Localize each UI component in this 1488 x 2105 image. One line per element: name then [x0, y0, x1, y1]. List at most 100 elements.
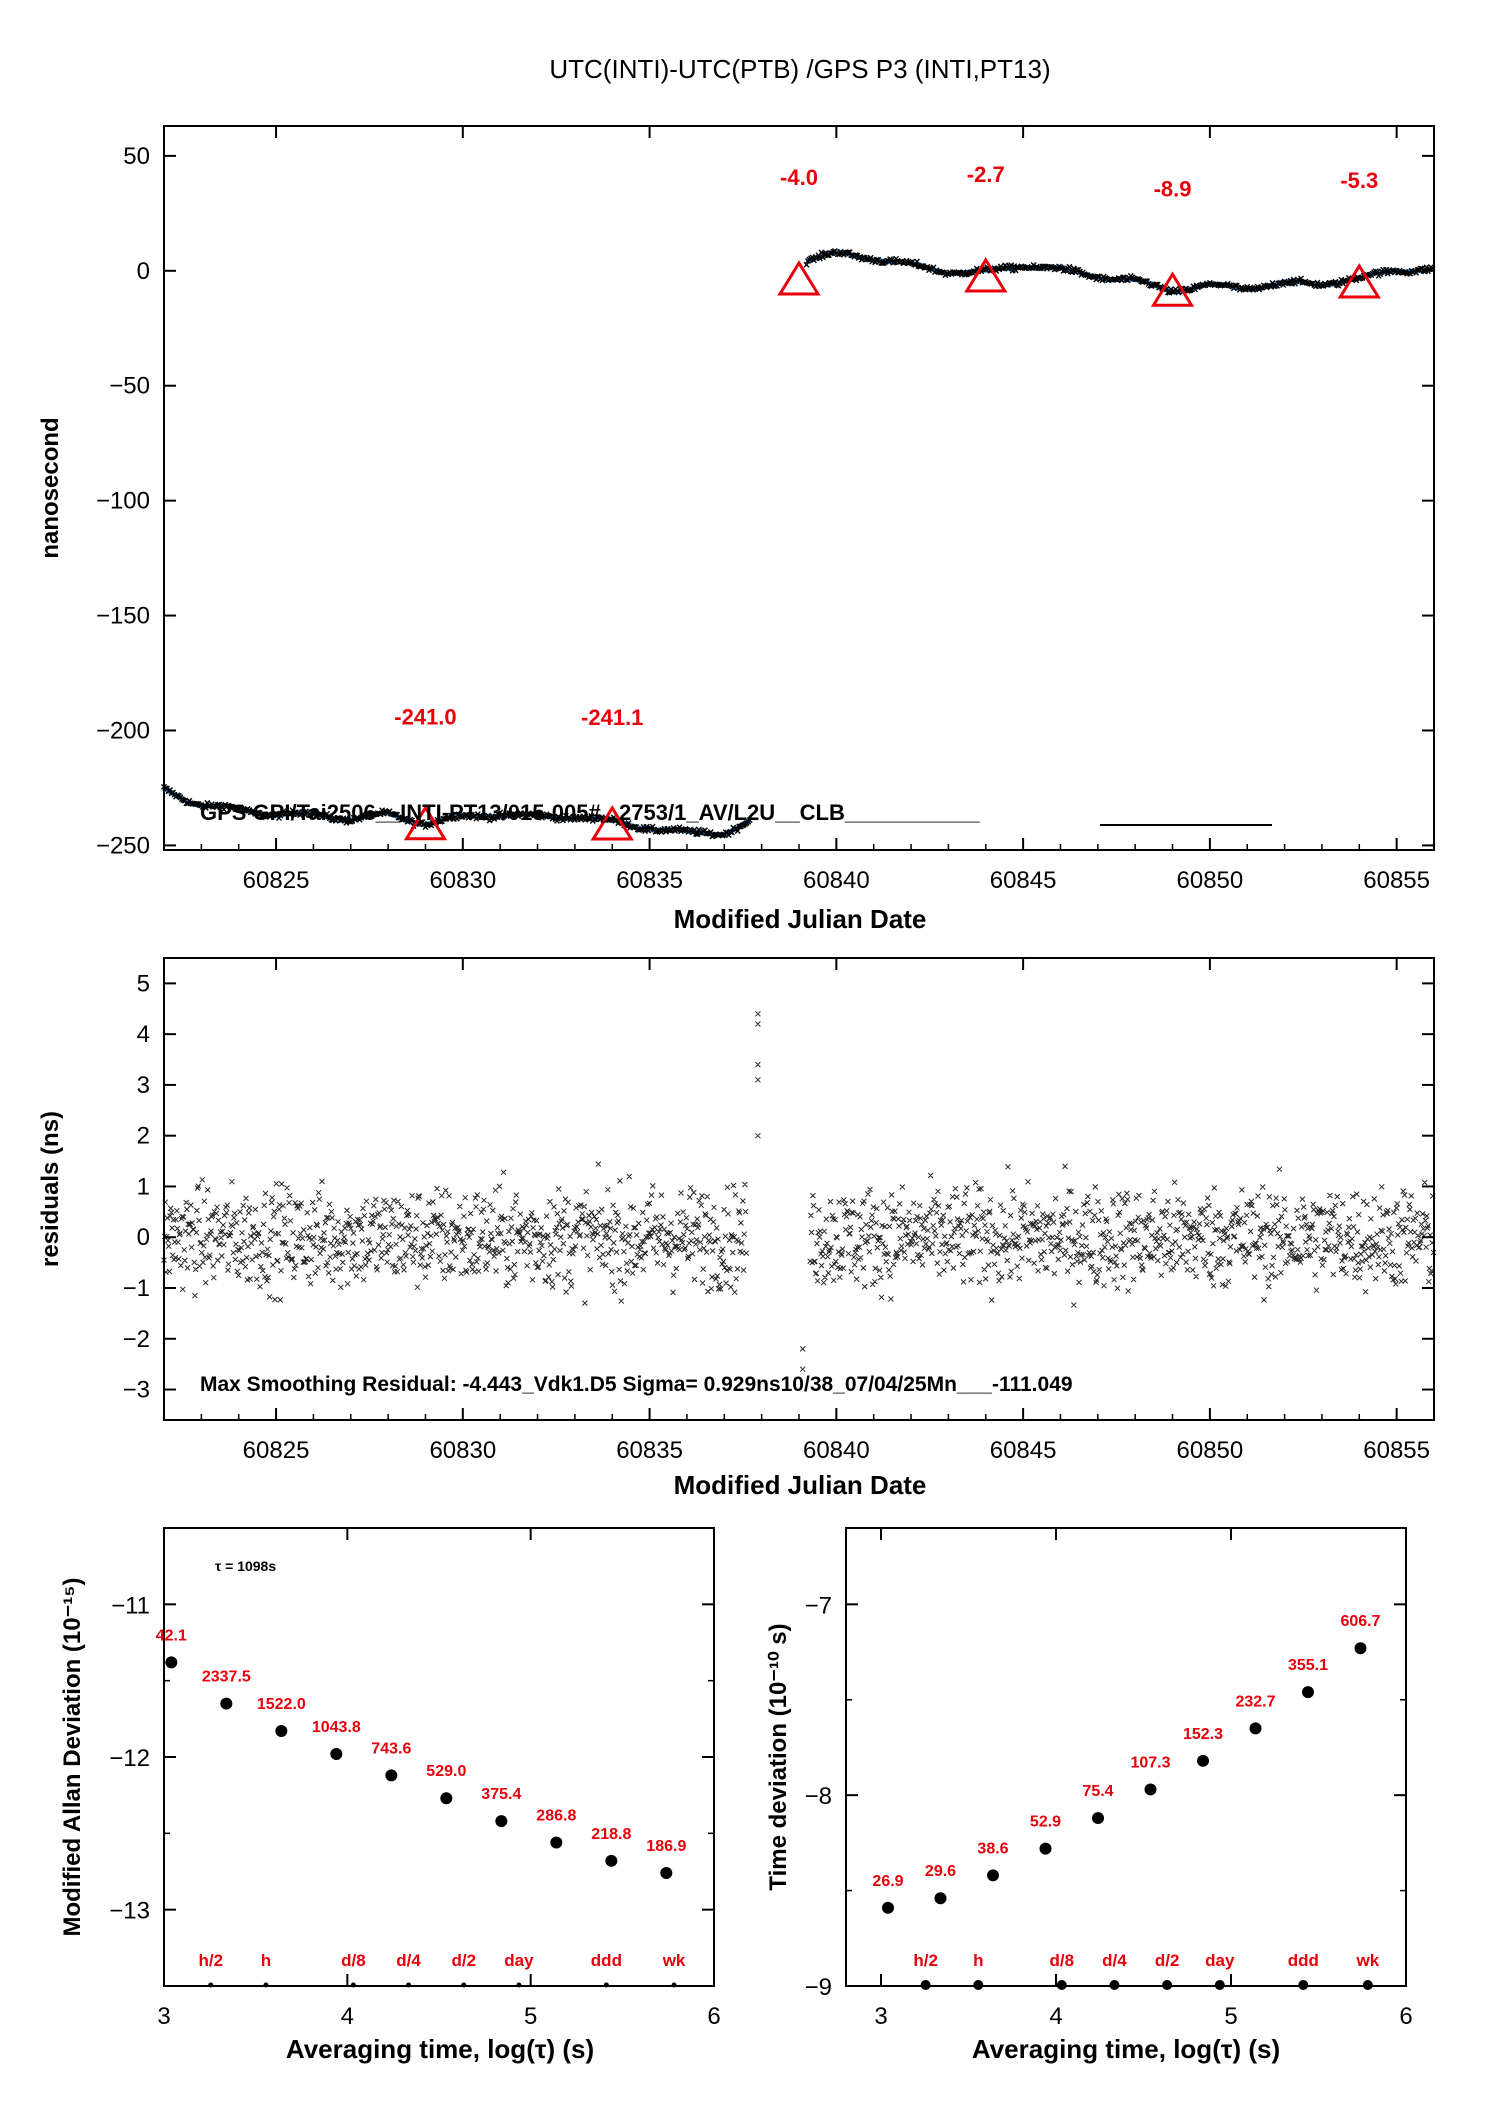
x-tick-label: 60835 [616, 867, 683, 894]
data-label: 529.0 [426, 1763, 466, 1780]
data-point [275, 1725, 288, 1738]
interval-dot [1362, 1980, 1373, 1990]
marker-value-label: -241.1 [581, 705, 643, 730]
info-line: GPS GPI/Tai2506__INTI-PT13/015-005#_ 275… [200, 800, 980, 825]
panel-time-deviation: 26.9 29.6 38.6 52.9 75.4 107.3 152.3 232.7 355.1… [765, 1527, 1413, 2064]
data-point [330, 1747, 343, 1760]
interval-dot [406, 1982, 412, 1988]
data-points-layer: 42.1 2337.5 1522.0 1043.8 743.6 529.0 375.4 286… [156, 1627, 686, 1880]
interval-label: d/4 [1102, 1951, 1127, 1970]
y-tick-label: 50 [123, 143, 150, 170]
x-tick-label: 6 [707, 2003, 720, 2030]
x-tick-label: 60855 [1363, 1437, 1430, 1464]
data-point [605, 1854, 618, 1867]
interval-dot [1298, 1980, 1309, 1990]
x-tick-label: 60840 [803, 1437, 870, 1464]
data-label: 1522.0 [257, 1696, 306, 1713]
data-label: 52.9 [1030, 1814, 1061, 1831]
triangle-marker [1150, 271, 1195, 307]
y-ticks: 5 4 3 2 1 0 −1 −2 −3 [123, 970, 1434, 1404]
data-point [220, 1697, 233, 1710]
data-label: 232.7 [1235, 1693, 1275, 1710]
y-tick-label: 2 [137, 1123, 150, 1150]
data-label: 2337.5 [202, 1669, 251, 1686]
x-tick-label: 60850 [1177, 1437, 1244, 1464]
y-tick-label: 0 [137, 258, 150, 285]
interval-dot [1056, 1980, 1067, 1990]
y-tick-label: 5 [137, 970, 150, 997]
marker-value-label: -8.9 [1154, 176, 1192, 201]
interval-dot [461, 1982, 467, 1988]
y-tick-label: −7 [805, 1592, 832, 1619]
data-point [1039, 1842, 1052, 1855]
y-ticks: 50 0 −50 −100 −150 −200 −250 [96, 143, 1434, 859]
plot-frame [163, 125, 1435, 851]
info-line: Max Smoothing Residual: -4.443_Vdk1.D5 S… [200, 1373, 1073, 1396]
y-ticks: −11 −12 −13 [109, 1527, 714, 1987]
data-label: 743.6 [371, 1740, 411, 1757]
data-point [1144, 1783, 1157, 1796]
x-tick-label: 60850 [1177, 867, 1244, 894]
x-axis-label: Modified Julian Date [674, 1470, 927, 1500]
data-point [1354, 1642, 1367, 1655]
interval-label: h/2 [198, 1951, 223, 1970]
interval-label: day [1205, 1951, 1235, 1970]
data-label: 286.8 [536, 1807, 576, 1824]
data-point [1092, 1812, 1104, 1825]
interval-label: h/2 [913, 1951, 938, 1970]
x-ticks: 3 4 5 6 [157, 1528, 721, 2030]
data-points-layer [161, 248, 1436, 840]
marker-layer: -241.0 -241.1 -4.0 -2.7 -8.9 -5.3 [394, 162, 1381, 841]
y-tick-label: 1 [137, 1173, 150, 1200]
panel-allan-deviation: 42.1 2337.5 1522.0 1043.8 743.6 529.0 375.4 286… [59, 1527, 721, 2064]
interval-label: ddd [1288, 1951, 1319, 1970]
data-label: 186.9 [646, 1838, 686, 1855]
y-axis-label: residuals (ns) [37, 1111, 64, 1267]
y-tick-label: 0 [137, 1224, 150, 1251]
data-label: 38.6 [977, 1840, 1008, 1857]
data-point [1302, 1686, 1314, 1699]
interval-markers: h/2 h d/8 d/4 d/2 day ddd wk [198, 1951, 686, 1988]
interval-dot [1162, 1980, 1173, 1990]
triangle-marker [964, 257, 1008, 293]
data-points-layer: 26.9 29.6 38.6 52.9 75.4 107.3 152.3 232.7 355.1… [872, 1613, 1381, 1914]
data-label: 42.1 [156, 1627, 187, 1644]
y-ticks: −7 −8 −9 [805, 1592, 1406, 2001]
x-tick-label: 60825 [243, 1437, 310, 1464]
x-ticks: 60825 60830 60835 60840 60845 60850 60855 [200, 958, 1435, 1464]
x-tick-label: 60825 [243, 867, 310, 894]
data-label: 355.1 [1288, 1657, 1328, 1674]
tau-note: τ = 1098s [215, 1558, 276, 1574]
data-label: 218.8 [591, 1826, 631, 1843]
x-tick-label: 60840 [803, 867, 870, 894]
interval-label: d/4 [396, 1951, 421, 1970]
data-point [1249, 1722, 1262, 1735]
interval-dot [603, 1982, 609, 1988]
data-point [385, 1769, 398, 1782]
marker-value-label: -5.3 [1340, 168, 1378, 193]
interval-dot [350, 1982, 356, 1988]
marker-value-label: -4.0 [780, 165, 818, 190]
x-tick-label: 4 [1049, 2003, 1062, 2030]
y-tick-label: −8 [805, 1783, 832, 1810]
x-tick-label: 60830 [429, 867, 496, 894]
data-point [660, 1867, 673, 1880]
residual-points-layer [161, 1010, 1437, 1373]
y-tick-label: −100 [96, 488, 150, 515]
interval-label: d/8 [1049, 1951, 1074, 1970]
x-tick-label: 5 [1224, 2003, 1237, 2030]
data-point [550, 1836, 563, 1849]
triangle-marker [777, 260, 821, 296]
data-point-cluster [803, 248, 1436, 296]
x-ticks: 60825 60830 60835 60840 60845 60850 60855 [200, 126, 1435, 894]
y-tick-label: −250 [96, 832, 150, 859]
interval-label: wk [662, 1951, 686, 1970]
x-tick-label: 60855 [1363, 867, 1430, 894]
y-tick-label: −13 [109, 1898, 150, 1925]
x-tick-label: 5 [524, 2003, 537, 2030]
marker-value-label: -241.0 [394, 705, 456, 730]
data-point [165, 1656, 178, 1669]
y-axis-label: nanosecond [37, 417, 64, 558]
interval-dot [1214, 1980, 1225, 1990]
